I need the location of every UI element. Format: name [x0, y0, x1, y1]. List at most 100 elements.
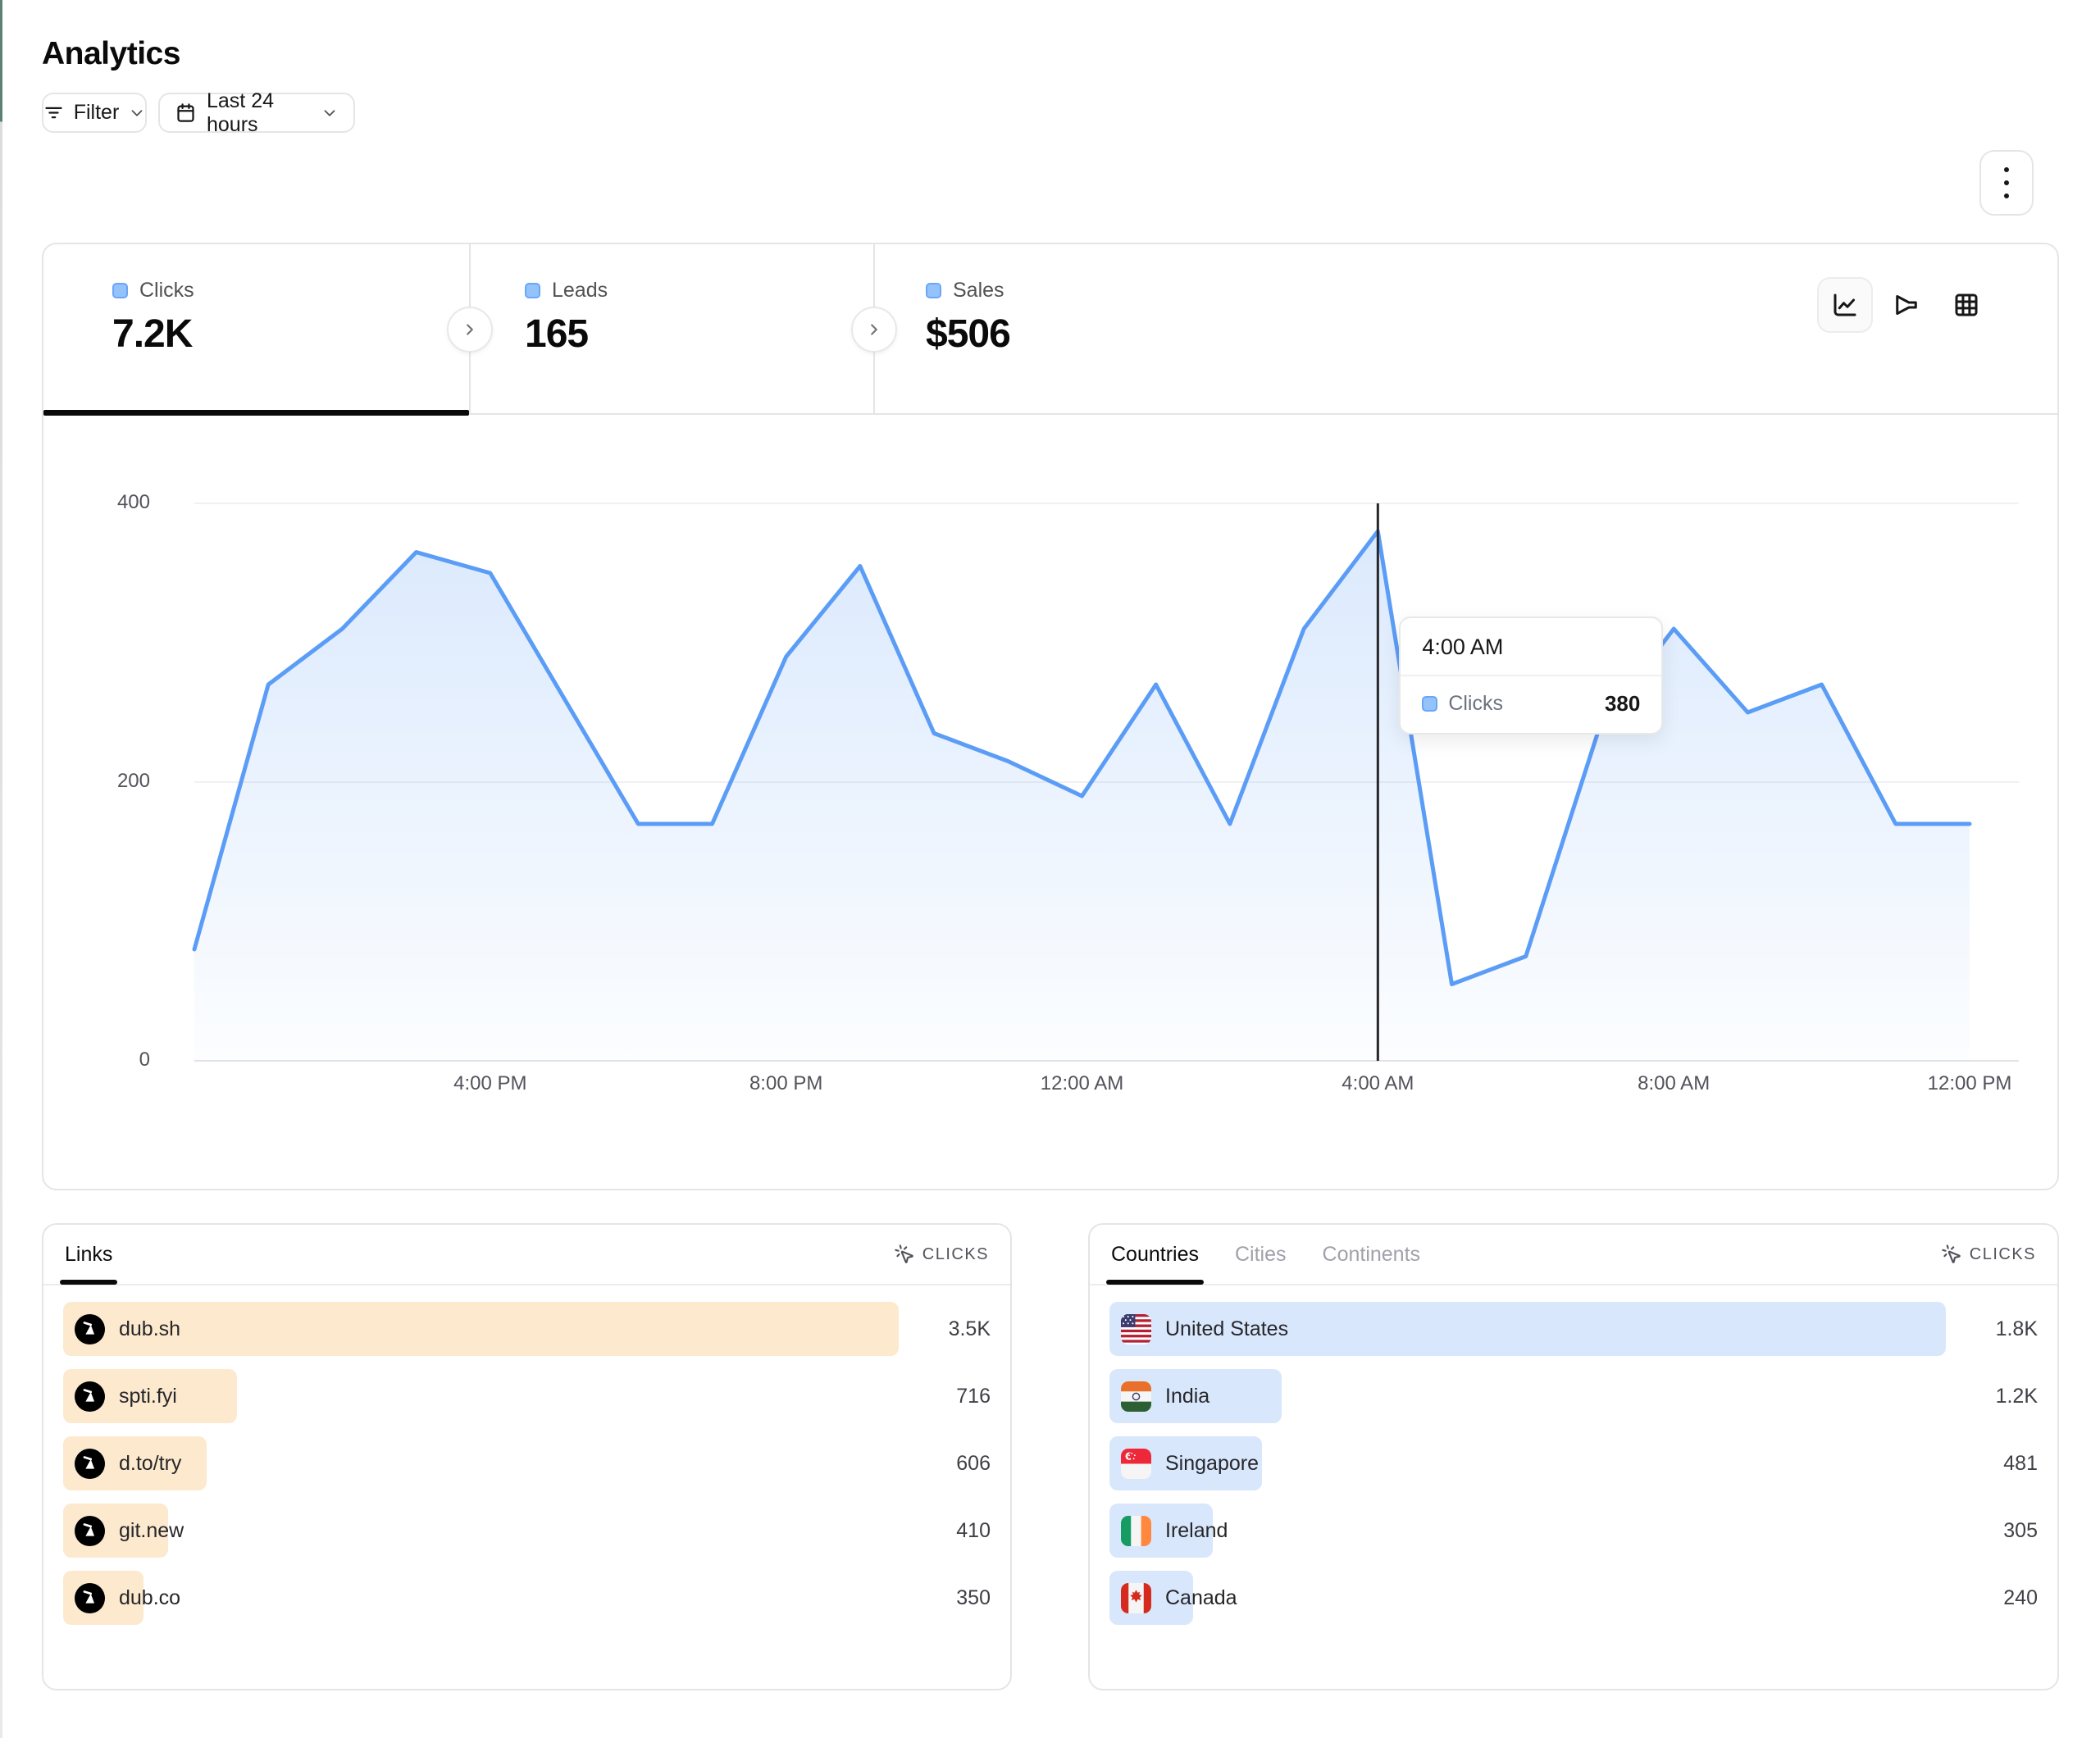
- tab-links[interactable]: Links: [59, 1224, 118, 1285]
- link-row[interactable]: dub.co 350: [63, 1571, 991, 1625]
- stat-label: Sales: [953, 279, 1004, 302]
- country-name: Singapore: [1165, 1451, 1259, 1475]
- stat-tab-clicks[interactable]: Clicks 7.2K: [43, 244, 469, 415]
- filter-button[interactable]: Filter: [42, 93, 147, 133]
- tooltip-series-label: Clicks: [1448, 692, 1503, 715]
- funnel-chart-icon: [1896, 295, 1917, 315]
- kebab-menu-icon: [2004, 167, 2009, 172]
- dub-logo-icon: [75, 1381, 105, 1412]
- toggle-line-chart-button[interactable]: [1817, 277, 1873, 333]
- clicks-line: [192, 529, 1972, 986]
- chevron-down-icon: [321, 104, 339, 122]
- toggle-table-view-button[interactable]: [1938, 277, 1994, 333]
- flag-canada-icon: [1121, 1582, 1151, 1613]
- stat-value-leads: 165: [525, 312, 589, 356]
- link-clicks: 3.5K: [948, 1317, 991, 1340]
- stat-value-clicks: 7.2K: [112, 312, 193, 356]
- country-clicks: 1.2K: [1995, 1384, 2038, 1408]
- link-clicks: 606: [956, 1451, 991, 1475]
- window-edge-strip: [0, 0, 2, 1738]
- country-row[interactable]: United States 1.8K: [1109, 1302, 2038, 1356]
- country-row[interactable]: Singapore 481: [1109, 1436, 2038, 1490]
- leads-legend-swatch: [525, 283, 540, 298]
- expand-leads-button[interactable]: [851, 307, 897, 353]
- calendar-icon: [175, 102, 197, 124]
- country-clicks: 481: [2003, 1451, 2038, 1475]
- link-name: d.to/try: [119, 1451, 182, 1475]
- analytics-card: Clicks 7.2K Leads 165 Sales $506: [42, 243, 2059, 1190]
- area-chart-canvas[interactable]: [43, 415, 2061, 1191]
- flag-singapore-icon: [1121, 1448, 1151, 1479]
- metric-header-label: CLICKS: [922, 1244, 989, 1263]
- country-name: United States: [1165, 1317, 1289, 1340]
- table-grid-icon: [1955, 293, 1978, 316]
- link-row[interactable]: git.new 410: [63, 1504, 991, 1558]
- x-axis-tick: 12:00 AM: [1040, 1072, 1124, 1094]
- country-clicks: 240: [2003, 1586, 2038, 1609]
- countries-panel: Countries Cities Continents CLICKS Unite…: [1088, 1223, 2059, 1690]
- country-row[interactable]: India 1.2K: [1109, 1369, 2038, 1423]
- expand-clicks-button[interactable]: [447, 307, 493, 353]
- stat-tab-sales[interactable]: Sales $506: [875, 244, 2061, 415]
- dub-logo-icon: [75, 1515, 105, 1546]
- link-name: git.new: [119, 1518, 184, 1542]
- chevron-right-icon: [467, 324, 473, 335]
- toggle-funnel-chart-button[interactable]: [1879, 277, 1934, 333]
- stat-value-sales: $506: [926, 312, 1011, 356]
- stat-tab-leads[interactable]: Leads 165: [471, 244, 873, 415]
- link-name: dub.co: [119, 1586, 181, 1609]
- y-axis-tick: 200: [116, 770, 150, 792]
- x-axis-tick: 12:00 PM: [1927, 1072, 2012, 1094]
- link-clicks: 350: [956, 1586, 991, 1609]
- country-clicks: 1.8K: [1995, 1317, 2038, 1340]
- chevron-right-icon: [871, 324, 877, 335]
- link-row[interactable]: spti.fyi 716: [63, 1369, 991, 1423]
- tooltip-value: 380: [1604, 691, 1641, 716]
- link-name: dub.sh: [119, 1317, 181, 1340]
- sales-legend-swatch: [926, 283, 941, 298]
- links-panel: Links CLICKS dub.sh 3.5K spti.fyi: [42, 1223, 1012, 1690]
- x-axis-tick: 8:00 PM: [749, 1072, 823, 1094]
- country-row[interactable]: Ireland 305: [1109, 1504, 2038, 1558]
- tooltip-legend-swatch: [1422, 696, 1438, 712]
- clicks-legend-swatch: [112, 283, 128, 298]
- dub-logo-icon: [75, 1582, 105, 1613]
- list-filter-icon: [43, 102, 65, 124]
- country-name: India: [1165, 1384, 1210, 1408]
- cursor-click-icon: [1942, 1244, 1961, 1263]
- country-clicks: 305: [2003, 1518, 2038, 1542]
- link-clicks: 410: [956, 1518, 991, 1542]
- tab-continents[interactable]: Continents: [1322, 1242, 1421, 1266]
- clicks-timeseries-chart[interactable]: 4:00 AM Clicks 380 400 200 0 4:00 PM 8:00 PM…: [43, 415, 2061, 1191]
- x-axis-tick: 4:00 PM: [453, 1072, 527, 1094]
- y-axis-tick: 400: [116, 491, 150, 513]
- stats-tabs-row: Clicks 7.2K Leads 165 Sales $506: [43, 244, 2057, 416]
- date-range-button[interactable]: Last 24 hours: [158, 89, 355, 136]
- flag-united-states-icon: [1121, 1313, 1151, 1344]
- active-tab-underline: [43, 410, 469, 416]
- x-axis-tick: 4:00 AM: [1342, 1072, 1414, 1094]
- cursor-click-icon: [895, 1244, 913, 1263]
- row-bar: [1109, 1302, 1946, 1356]
- flag-ireland-icon: [1121, 1515, 1151, 1546]
- more-options-button[interactable]: [1979, 150, 2034, 216]
- y-axis-tick: 0: [139, 1049, 150, 1071]
- stat-label: Leads: [552, 279, 608, 302]
- dub-logo-icon: [75, 1313, 105, 1344]
- chevron-down-icon: [128, 104, 146, 122]
- chart-tooltip: 4:00 AM Clicks 380: [1399, 616, 1664, 735]
- link-row[interactable]: d.to/try 606: [63, 1436, 991, 1490]
- link-clicks: 716: [956, 1384, 991, 1408]
- tab-countries[interactable]: Countries: [1106, 1224, 1204, 1285]
- dub-logo-icon: [75, 1448, 105, 1479]
- link-name: spti.fyi: [119, 1384, 177, 1408]
- metric-header-label: CLICKS: [1969, 1244, 2036, 1263]
- country-name: Canada: [1165, 1586, 1237, 1609]
- x-axis-tick: 8:00 AM: [1638, 1072, 1711, 1094]
- tab-cities[interactable]: Cities: [1235, 1242, 1287, 1266]
- stat-label: Clicks: [139, 279, 194, 302]
- line-chart-icon: [1834, 293, 1856, 316]
- country-row[interactable]: Canada 240: [1109, 1571, 2038, 1625]
- link-row[interactable]: dub.sh 3.5K: [63, 1302, 991, 1356]
